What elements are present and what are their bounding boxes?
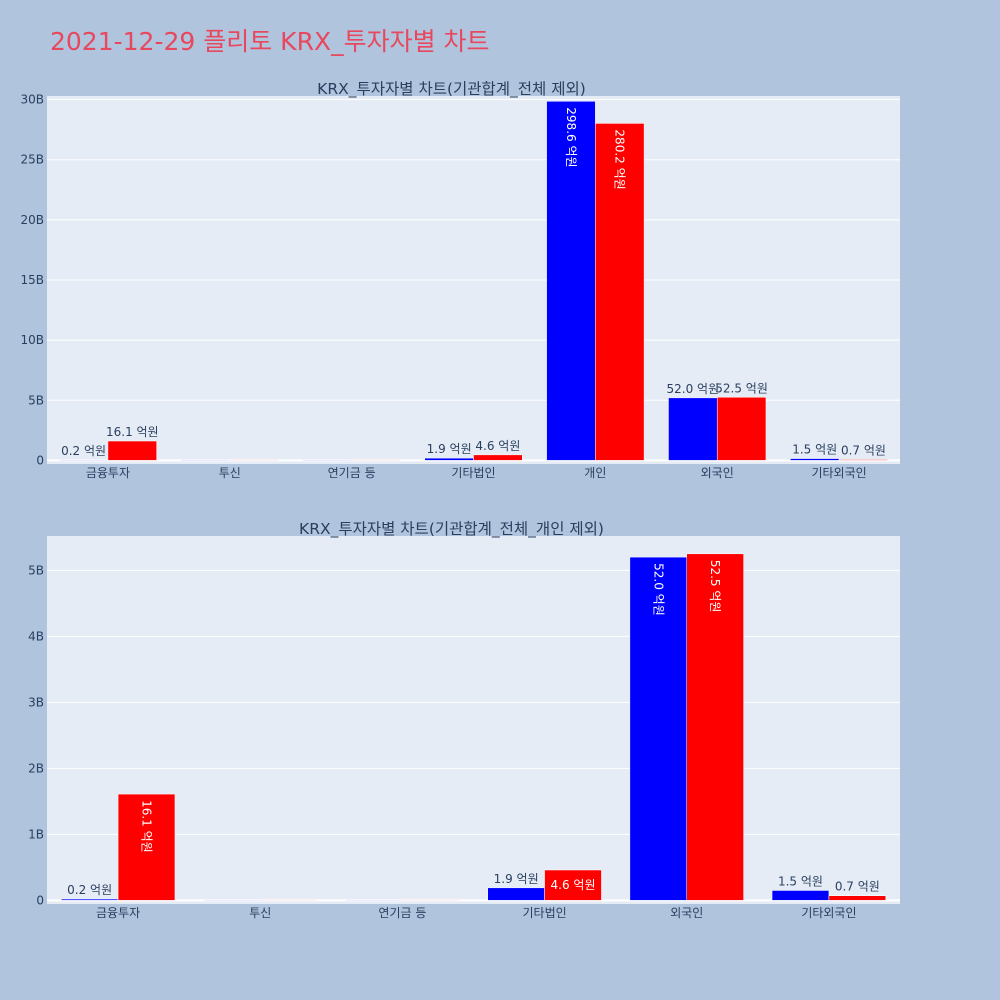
bar [716, 397, 767, 461]
x-tick-label: 연기금 등 [378, 906, 426, 920]
y-tick-label: 20B [20, 213, 44, 227]
data-label: 16.1 억원 [106, 425, 159, 439]
x-tick-label: 외국인 [670, 906, 703, 920]
data-label: 280.2 억원 [613, 129, 627, 189]
data-label: 0.2 억원 [61, 444, 106, 458]
page-title: 2021-12-29 플리토 KRX_투자자별 차트 [50, 27, 490, 56]
x-tick-label: 기타외국인 [801, 906, 856, 920]
data-label: 0.7 억원 [835, 880, 880, 894]
data-label: 52.5 억원 [708, 560, 722, 613]
y-tick-label: 0 [36, 453, 44, 467]
x-tick-label: 투신 [249, 906, 271, 920]
data-label: 1.9 억원 [494, 872, 539, 886]
bar [668, 397, 718, 461]
data-label: 298.6 억원 [564, 107, 578, 167]
x-tick-label: 개인 [584, 466, 606, 480]
plot-area [47, 536, 900, 904]
bar [302, 459, 352, 461]
data-label: 52.0 억원 [651, 563, 665, 616]
data-label: 16.1 억원 [140, 800, 154, 853]
bar [351, 459, 401, 461]
bar [60, 898, 119, 901]
bar [686, 553, 744, 901]
y-tick-label: 15B [20, 273, 44, 287]
chart-panel-2: KRX_투자자별 차트(기관합계_전체_개인 제외) 0 1B 2B 3B 4B 5B 금융투… [28, 520, 900, 920]
bar [629, 556, 688, 901]
x-tick-label: 기타외국인 [811, 466, 866, 480]
chart-panel-1: KRX_투자자별 차트(기관합계_전체 제외) 0 5B 10B 15B 20B 25B 30… [20, 80, 900, 480]
chart-title: KRX_투자자별 차트(기관합계_전체_개인 제외) [299, 520, 604, 539]
bar [260, 899, 318, 901]
x-tick-label: 금융투자 [96, 906, 140, 920]
bar [771, 890, 830, 901]
chart-title: KRX_투자자별 차트(기관합계_전체 제외) [317, 80, 586, 99]
y-tick-label: 10B [20, 333, 44, 347]
y-tick-label: 4B [28, 629, 44, 643]
y-tick-label: 1B [28, 827, 44, 841]
data-label: 0.7 억원 [841, 444, 886, 458]
data-label: 1.9 억원 [427, 442, 472, 456]
y-tick-label: 5B [28, 393, 44, 407]
bar [828, 895, 887, 901]
y-tick-label: 30B [20, 93, 44, 107]
x-tick-label: 외국인 [701, 466, 734, 480]
data-label: 0.2 억원 [67, 883, 112, 897]
bar [58, 459, 109, 461]
data-label: 52.5 억원 [715, 381, 768, 395]
bar [424, 457, 474, 461]
x-tick-label: 기타법인 [451, 466, 495, 480]
data-label: 52.0 억원 [667, 382, 720, 396]
data-label: 1.5 억원 [778, 874, 823, 888]
y-tick-label: 3B [28, 695, 44, 709]
bar [546, 101, 596, 461]
bar [544, 869, 602, 901]
bar [402, 899, 460, 901]
data-label: 4.6 억원 [551, 878, 596, 892]
bar [790, 458, 840, 461]
data-label: 1.5 억원 [792, 443, 837, 457]
y-tick-label: 25B [20, 153, 44, 167]
bar [838, 459, 889, 461]
y-tick-label: 0 [36, 893, 44, 907]
x-tick-label: 연기금 등 [328, 466, 376, 480]
bar [203, 899, 261, 901]
bar [180, 459, 231, 461]
y-tick-label: 5B [28, 563, 44, 577]
bar [107, 440, 157, 461]
y-tick-label: 2B [28, 761, 44, 775]
bar [473, 454, 523, 461]
bar [229, 459, 279, 461]
bar [595, 123, 645, 461]
x-tick-label: 기타법인 [522, 906, 566, 920]
x-tick-label: 금융투자 [86, 466, 130, 480]
bar [117, 793, 176, 901]
data-label: 4.6 억원 [475, 439, 520, 453]
bar [487, 887, 545, 901]
bar [345, 899, 403, 901]
x-tick-label: 투신 [219, 466, 241, 480]
